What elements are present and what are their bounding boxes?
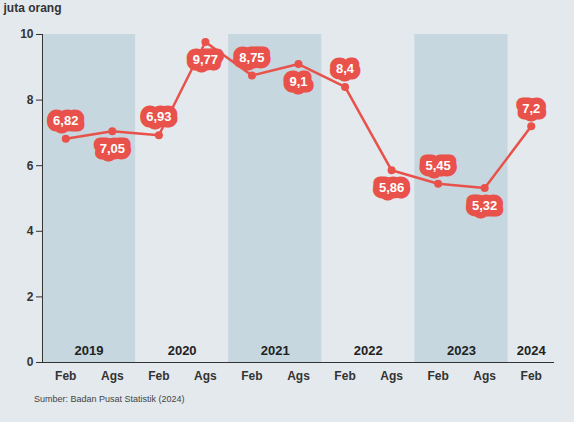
svg-text:8: 8 bbox=[27, 93, 34, 107]
svg-text:2021: 2021 bbox=[261, 343, 290, 358]
html-text:Sumber: Badan Pusat Statistik: Sumber: Badan Pusat Statistik (2024) bbox=[34, 394, 185, 404]
svg-text:6,82: 6,82 bbox=[53, 113, 78, 128]
svg-text:6: 6 bbox=[27, 159, 34, 173]
svg-text:2022: 2022 bbox=[354, 343, 383, 358]
svg-text:6,93: 6,93 bbox=[146, 109, 171, 124]
svg-text:5,32: 5,32 bbox=[472, 198, 497, 213]
svg-text:Feb: Feb bbox=[148, 369, 169, 383]
svg-text:8,75: 8,75 bbox=[239, 50, 264, 65]
svg-text:2024: 2024 bbox=[517, 343, 547, 358]
svg-text:juta orang: juta orang bbox=[3, 1, 62, 15]
svg-text:Feb: Feb bbox=[334, 369, 355, 383]
svg-text:7,05: 7,05 bbox=[100, 141, 125, 156]
svg-text:4: 4 bbox=[27, 224, 34, 238]
svg-text:Ags: Ags bbox=[101, 369, 124, 383]
svg-text:Ags: Ags bbox=[380, 369, 403, 383]
svg-text:2019: 2019 bbox=[75, 343, 104, 358]
svg-text:2020: 2020 bbox=[168, 343, 197, 358]
svg-text:5,45: 5,45 bbox=[425, 158, 450, 173]
svg-text:Feb: Feb bbox=[521, 369, 542, 383]
svg-text:Feb: Feb bbox=[55, 369, 76, 383]
svg-text:Feb: Feb bbox=[427, 369, 448, 383]
svg-text:7,2: 7,2 bbox=[522, 101, 540, 116]
svg-text:Feb: Feb bbox=[241, 369, 262, 383]
svg-text:9,1: 9,1 bbox=[289, 74, 307, 89]
svg-text:0: 0 bbox=[27, 355, 34, 369]
svg-text:9,77: 9,77 bbox=[193, 52, 218, 67]
svg-text:Ags: Ags bbox=[473, 369, 496, 383]
svg-text:8,4: 8,4 bbox=[336, 61, 355, 76]
svg-text:2: 2 bbox=[27, 290, 34, 304]
svg-text:Ags: Ags bbox=[194, 369, 217, 383]
svg-text:5,86: 5,86 bbox=[379, 180, 404, 195]
svg-text:Ags: Ags bbox=[287, 369, 310, 383]
svg-text:2023: 2023 bbox=[447, 343, 476, 358]
svg-text:10: 10 bbox=[20, 27, 34, 41]
